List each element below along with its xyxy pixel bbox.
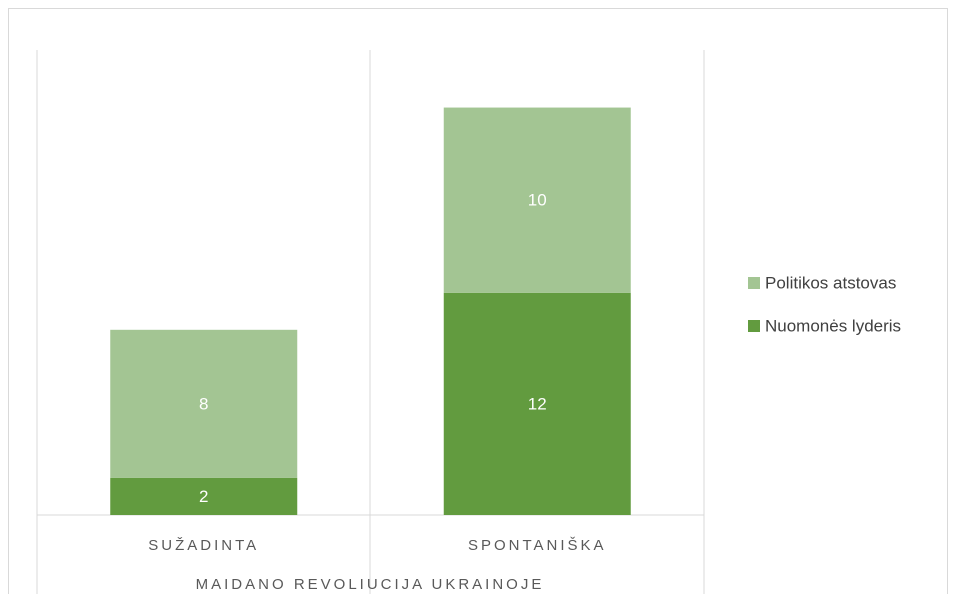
- data-label: 10: [528, 191, 547, 210]
- x-axis-title: MAIDANO REVOLIUCIJA UKRAINOJE: [196, 576, 545, 593]
- legend-label: Nuomonės lyderis: [765, 316, 901, 335]
- data-label: 12: [528, 394, 547, 413]
- legend-swatch: [748, 320, 760, 332]
- legend-label: Politikos atstovas: [765, 273, 896, 292]
- bar-segment: [110, 329, 298, 478]
- bar-segment: [443, 292, 631, 515]
- x-tick-label: SUŽADINTA: [148, 537, 259, 554]
- data-label: 2: [199, 487, 208, 506]
- bar-segment: [443, 107, 631, 293]
- legend-swatch: [748, 277, 760, 289]
- bar-segment: [110, 477, 298, 515]
- x-tick-label: SPONTANIŠKA: [468, 537, 607, 554]
- data-label: 8: [199, 394, 208, 413]
